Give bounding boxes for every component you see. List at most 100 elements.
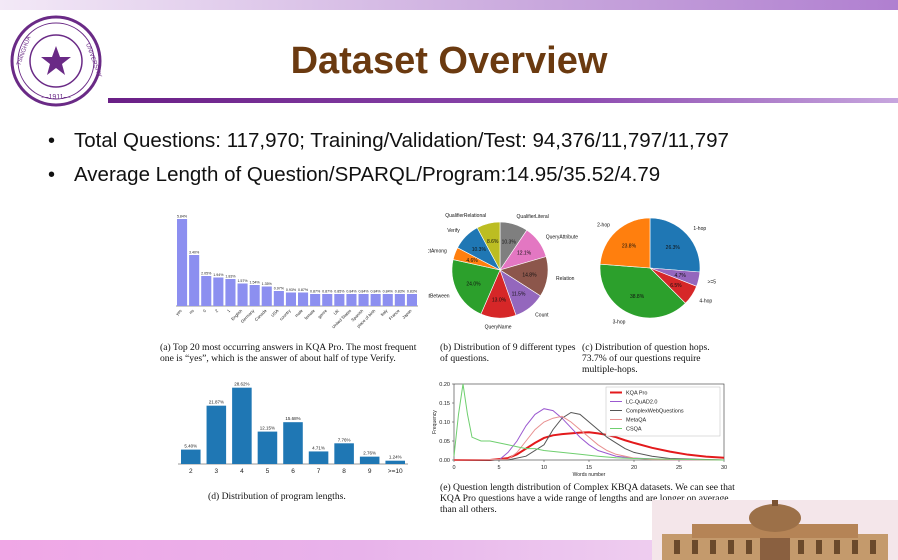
tick-label: no <box>188 308 195 315</box>
tick-label: 4 <box>240 468 244 475</box>
top-decor-band <box>0 0 898 10</box>
bar-value-label: 0.83% <box>407 290 418 294</box>
bar <box>213 277 224 306</box>
bar <box>382 294 393 306</box>
x-tick-label: 0 <box>452 465 455 471</box>
bar <box>370 294 381 306</box>
tick-label: 7 <box>317 468 321 475</box>
bar <box>385 460 405 464</box>
tick-label: Germany <box>240 308 256 324</box>
bar-value-label: 0.84% <box>371 290 382 294</box>
bar-value-label: 5.40% <box>184 444 197 449</box>
bar-value-label: 1.83% <box>225 275 236 279</box>
bar-value-label: 15.68% <box>285 416 300 421</box>
bullet-dot-icon: • <box>48 129 56 152</box>
chart-top-answers: 5.84%yes3.40%no2.05%01.94%21.83%11.57%En… <box>175 215 418 329</box>
tick-label: Japan <box>401 308 413 320</box>
x-tick-label: 25 <box>676 465 682 471</box>
tick-label: yes <box>175 308 183 316</box>
university-seal-logo: —1911— TSINGHUA UNIVERSITY <box>10 15 102 107</box>
caption-e: (e) Question length distribution of Comp… <box>440 482 735 515</box>
bar <box>237 283 248 306</box>
bullet-dot-icon: • <box>48 163 56 186</box>
y-tick-label: 0.20 <box>439 382 450 388</box>
series-line <box>453 415 725 461</box>
slice-name-label: QueryAttribute <box>546 235 578 241</box>
tick-label: 6 <box>291 468 295 475</box>
bar <box>334 443 354 464</box>
chart-question-hops-pie: 26.3% 1-hop 4.7% >=5 6.5% 4-hop 38.8% 3-hop 23.8… <box>597 217 716 326</box>
bar <box>261 286 272 306</box>
legend-box <box>605 386 721 437</box>
tick-label: 5 <box>266 468 270 475</box>
legend-label: KQA Pro <box>626 391 647 397</box>
bar-value-label: 0.85% <box>334 290 345 294</box>
x-tick-label: 20 <box>631 465 637 471</box>
bar <box>359 456 380 464</box>
legend-label: LC-QuAD2.0 <box>626 400 658 406</box>
bar-value-label: 1.94% <box>213 273 224 277</box>
slice-name-label: >=5 <box>707 279 716 285</box>
slice-value-label: 26.3% <box>666 245 681 251</box>
tick-label: male <box>294 308 304 318</box>
bar <box>201 276 212 306</box>
bar <box>310 294 321 306</box>
caption-d: (d) Distribution of program lengths. <box>208 491 346 502</box>
campus-building-image <box>652 500 898 560</box>
legend-label: MetaQA <box>626 418 647 424</box>
tick-label: 3 <box>215 468 219 475</box>
bar-value-label: 0.84% <box>358 290 369 294</box>
tick-label: country <box>278 308 292 322</box>
bar <box>181 449 201 464</box>
chart-program-lengths: 5.40% 2 21.87% 3 28.62% 4 12.15% 5 15.68% 6 4.71% 7… <box>178 382 408 475</box>
bar-value-label: 0.87% <box>310 290 321 294</box>
bar-value-label: 1.35% <box>262 282 273 286</box>
tick-label: Italy <box>379 308 389 318</box>
tick-label: Canada <box>254 308 268 322</box>
slice-value-label: 4.7% <box>674 273 686 279</box>
caption-a: (a) Top 20 most occurring answers in KQA… <box>160 342 417 364</box>
slice-value-label: 10.3% <box>472 247 487 253</box>
x-tick-label: 30 <box>721 465 727 471</box>
series-line <box>454 431 725 461</box>
bar-value-label: 5.84% <box>177 215 188 219</box>
slice-value-label: 10.3% <box>502 240 517 246</box>
tick-label: 8 <box>342 468 346 475</box>
slice-value-label: 14.8% <box>522 272 537 278</box>
pie-slice <box>476 221 501 271</box>
bar <box>257 431 278 464</box>
bar <box>322 294 333 306</box>
figure-panel: 5.84% yes 3.40% no 2.05% 0 1.94% 2 1.83% 1 1.57% En… <box>158 206 738 524</box>
tick-label: 0 <box>202 308 208 314</box>
bar-value-label: 1.24% <box>389 455 402 460</box>
pie-slice <box>599 217 651 269</box>
tick-label: 2 <box>189 468 193 475</box>
slice-name-label: QualifierLiteral <box>517 214 549 220</box>
slice-name-label: 3-hop <box>613 320 626 326</box>
bullet-item: • Average Length of Question/SPARQL/Prog… <box>48 158 729 192</box>
chart-question-types-pie: 10.3% QualifierLiteral 12.1% QueryAttribute… <box>428 213 578 331</box>
bar-value-label: 0.83% <box>395 290 406 294</box>
bar-value-label: 2.76% <box>363 451 376 456</box>
y-tick-label: 0.10 <box>439 420 450 426</box>
bar <box>189 255 200 306</box>
bar <box>177 219 188 306</box>
bar-value-label: 21.87% <box>209 400 224 405</box>
tick-label: genre <box>317 308 329 320</box>
slice-name-label: 4-hop <box>699 298 712 304</box>
slice-name-label: SelectBetween <box>428 294 450 300</box>
bar-value-label: 28.62% <box>234 382 249 387</box>
y-tick-label: 0.05 <box>439 439 450 445</box>
bar <box>225 279 236 306</box>
series-line <box>454 411 725 461</box>
tick-label: >=10 <box>388 468 403 475</box>
tick-label: 2 <box>214 308 220 314</box>
x-axis-label: Words number <box>573 472 606 478</box>
tick-label: USA <box>270 308 280 318</box>
chart-question-length-lines: 0.00 0.05 0.10 0.15 0.20 0 5 10 15 20 25 30 Words nu… <box>432 382 727 478</box>
slice-value-label: 11.5% <box>512 291 526 297</box>
x-tick-label: 5 <box>497 465 500 471</box>
bar <box>406 294 417 306</box>
bar-value-label: 0.84% <box>383 290 394 294</box>
slice-name-label: Relation <box>556 276 575 282</box>
